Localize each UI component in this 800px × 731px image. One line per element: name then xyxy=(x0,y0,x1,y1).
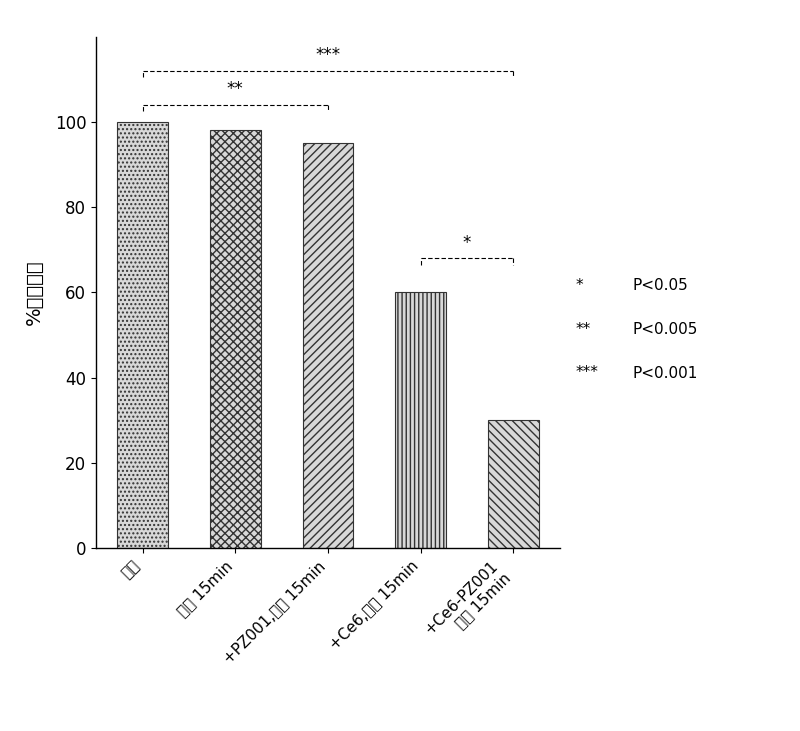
Text: ***: *** xyxy=(576,366,599,381)
Text: **: ** xyxy=(576,322,591,337)
Text: P<0.005: P<0.005 xyxy=(632,322,698,337)
Y-axis label: %活细胞数: %活细胞数 xyxy=(25,260,43,325)
Text: P<0.05: P<0.05 xyxy=(632,278,688,293)
Bar xyxy=(302,143,354,548)
Bar xyxy=(488,420,539,548)
Text: ***: *** xyxy=(315,46,341,64)
Text: **: ** xyxy=(227,80,244,99)
Bar xyxy=(210,130,261,548)
Bar xyxy=(395,292,446,548)
Text: *: * xyxy=(576,278,584,293)
Text: *: * xyxy=(463,234,471,252)
Text: P<0.001: P<0.001 xyxy=(632,366,698,381)
Bar xyxy=(117,122,168,548)
